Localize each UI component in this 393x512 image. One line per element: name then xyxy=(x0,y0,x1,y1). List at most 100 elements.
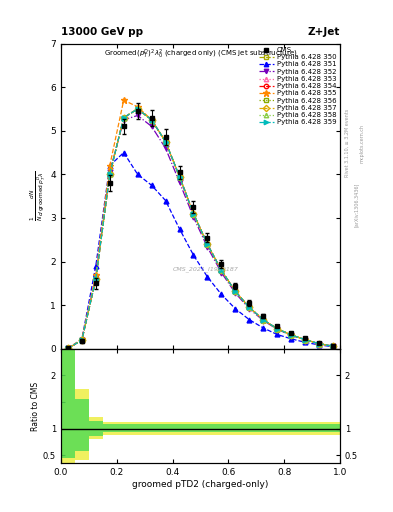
Pythia 6.428 357 xyxy=(247,304,252,310)
Pythia 6.428 352 xyxy=(107,169,112,175)
Pythia 6.428 351 xyxy=(191,252,196,258)
Pythia 6.428 357 xyxy=(261,316,266,323)
Pythia 6.428 356 xyxy=(66,346,70,352)
Text: Z+Jet: Z+Jet xyxy=(308,27,340,37)
Pythia 6.428 352 xyxy=(149,123,154,130)
Pythia 6.428 356 xyxy=(247,304,252,310)
Line: Pythia 6.428 358: Pythia 6.428 358 xyxy=(66,106,335,351)
Pythia 6.428 358 xyxy=(205,241,210,247)
X-axis label: groomed pTD2 (charged-only): groomed pTD2 (charged-only) xyxy=(132,480,269,489)
Pythia 6.428 355 xyxy=(135,104,140,110)
Pythia 6.428 353 xyxy=(94,276,98,282)
Pythia 6.428 358 xyxy=(177,174,182,180)
Pythia 6.428 350 xyxy=(261,316,266,323)
Pythia 6.428 355 xyxy=(79,336,84,343)
Pythia 6.428 352 xyxy=(303,336,307,343)
Pythia 6.428 356 xyxy=(303,336,307,343)
Pythia 6.428 355 xyxy=(289,332,294,338)
Pythia 6.428 357 xyxy=(289,332,294,338)
Pythia 6.428 358 xyxy=(317,340,321,347)
Pythia 6.428 359 xyxy=(275,326,279,332)
Pythia 6.428 357 xyxy=(107,172,112,178)
Pythia 6.428 359 xyxy=(317,340,321,347)
Pythia 6.428 354 xyxy=(261,316,266,323)
Pythia 6.428 356 xyxy=(331,343,335,349)
Pythia 6.428 354 xyxy=(331,343,335,349)
Pythia 6.428 351 xyxy=(219,291,224,297)
Pythia 6.428 356 xyxy=(163,139,168,145)
Pythia 6.428 353 xyxy=(177,174,182,180)
Pythia 6.428 352 xyxy=(191,214,196,220)
Pythia 6.428 356 xyxy=(121,115,126,121)
Pythia 6.428 357 xyxy=(135,106,140,112)
Pythia 6.428 351 xyxy=(177,226,182,232)
Pythia 6.428 351 xyxy=(275,331,279,337)
Pythia 6.428 350 xyxy=(66,346,70,352)
Pythia 6.428 358 xyxy=(247,304,252,310)
Pythia 6.428 353 xyxy=(247,304,252,310)
Pythia 6.428 359 xyxy=(107,172,112,178)
Pythia 6.428 355 xyxy=(163,139,168,145)
Pythia 6.428 350 xyxy=(331,343,335,349)
Text: Rivet 3.1.10, ≥ 3.2M events: Rivet 3.1.10, ≥ 3.2M events xyxy=(345,109,350,178)
Pythia 6.428 354 xyxy=(66,346,70,352)
Pythia 6.428 357 xyxy=(191,210,196,217)
Pythia 6.428 350 xyxy=(233,288,238,294)
Line: Pythia 6.428 354: Pythia 6.428 354 xyxy=(66,106,335,351)
Pythia 6.428 359 xyxy=(219,267,224,273)
Pythia 6.428 358 xyxy=(107,172,112,178)
Pythia 6.428 352 xyxy=(275,326,279,332)
Pythia 6.428 357 xyxy=(219,267,224,273)
Y-axis label: Ratio to CMS: Ratio to CMS xyxy=(31,381,40,431)
Pythia 6.428 350 xyxy=(177,174,182,180)
Pythia 6.428 359 xyxy=(163,139,168,145)
Pythia 6.428 353 xyxy=(219,267,224,273)
Pythia 6.428 354 xyxy=(303,336,307,343)
Pythia 6.428 353 xyxy=(79,337,84,343)
Pythia 6.428 359 xyxy=(177,174,182,180)
Pythia 6.428 357 xyxy=(94,276,98,282)
Line: Pythia 6.428 350: Pythia 6.428 350 xyxy=(66,106,335,351)
Pythia 6.428 357 xyxy=(331,343,335,349)
Pythia 6.428 351 xyxy=(107,163,112,169)
Pythia 6.428 352 xyxy=(261,317,266,324)
Pythia 6.428 353 xyxy=(107,172,112,178)
Pythia 6.428 350 xyxy=(317,340,321,347)
Pythia 6.428 354 xyxy=(163,139,168,145)
Pythia 6.428 352 xyxy=(177,179,182,185)
Pythia 6.428 358 xyxy=(149,117,154,123)
Pythia 6.428 358 xyxy=(219,267,224,273)
Pythia 6.428 358 xyxy=(303,336,307,343)
Pythia 6.428 354 xyxy=(205,241,210,247)
Pythia 6.428 351 xyxy=(79,336,84,343)
Pythia 6.428 350 xyxy=(79,337,84,343)
Pythia 6.428 355 xyxy=(107,163,112,169)
Pythia 6.428 359 xyxy=(191,210,196,217)
Pythia 6.428 356 xyxy=(135,106,140,112)
Pythia 6.428 358 xyxy=(233,288,238,294)
Pythia 6.428 357 xyxy=(205,241,210,247)
Pythia 6.428 358 xyxy=(94,276,98,282)
Legend: CMS, Pythia 6.428 350, Pythia 6.428 351, Pythia 6.428 352, Pythia 6.428 353, Pyt: CMS, Pythia 6.428 350, Pythia 6.428 351,… xyxy=(257,46,338,127)
Pythia 6.428 351 xyxy=(94,263,98,269)
Pythia 6.428 353 xyxy=(149,117,154,123)
Text: [arXiv:1306.3436]: [arXiv:1306.3436] xyxy=(354,183,359,227)
Pythia 6.428 354 xyxy=(121,115,126,121)
Pythia 6.428 352 xyxy=(247,306,252,312)
Pythia 6.428 359 xyxy=(121,115,126,121)
Pythia 6.428 354 xyxy=(275,326,279,332)
Pythia 6.428 352 xyxy=(233,290,238,296)
Pythia 6.428 355 xyxy=(275,326,279,332)
Line: Pythia 6.428 353: Pythia 6.428 353 xyxy=(66,106,335,351)
Pythia 6.428 357 xyxy=(79,337,84,343)
Pythia 6.428 351 xyxy=(303,339,307,346)
Pythia 6.428 353 xyxy=(233,288,238,294)
Pythia 6.428 358 xyxy=(261,316,266,323)
Pythia 6.428 351 xyxy=(247,316,252,323)
Pythia 6.428 356 xyxy=(191,210,196,217)
Pythia 6.428 350 xyxy=(94,276,98,282)
Pythia 6.428 353 xyxy=(121,115,126,121)
Text: CMS_2021_I1920187: CMS_2021_I1920187 xyxy=(173,267,239,272)
Pythia 6.428 354 xyxy=(107,172,112,178)
Line: Pythia 6.428 355: Pythia 6.428 355 xyxy=(64,97,336,352)
